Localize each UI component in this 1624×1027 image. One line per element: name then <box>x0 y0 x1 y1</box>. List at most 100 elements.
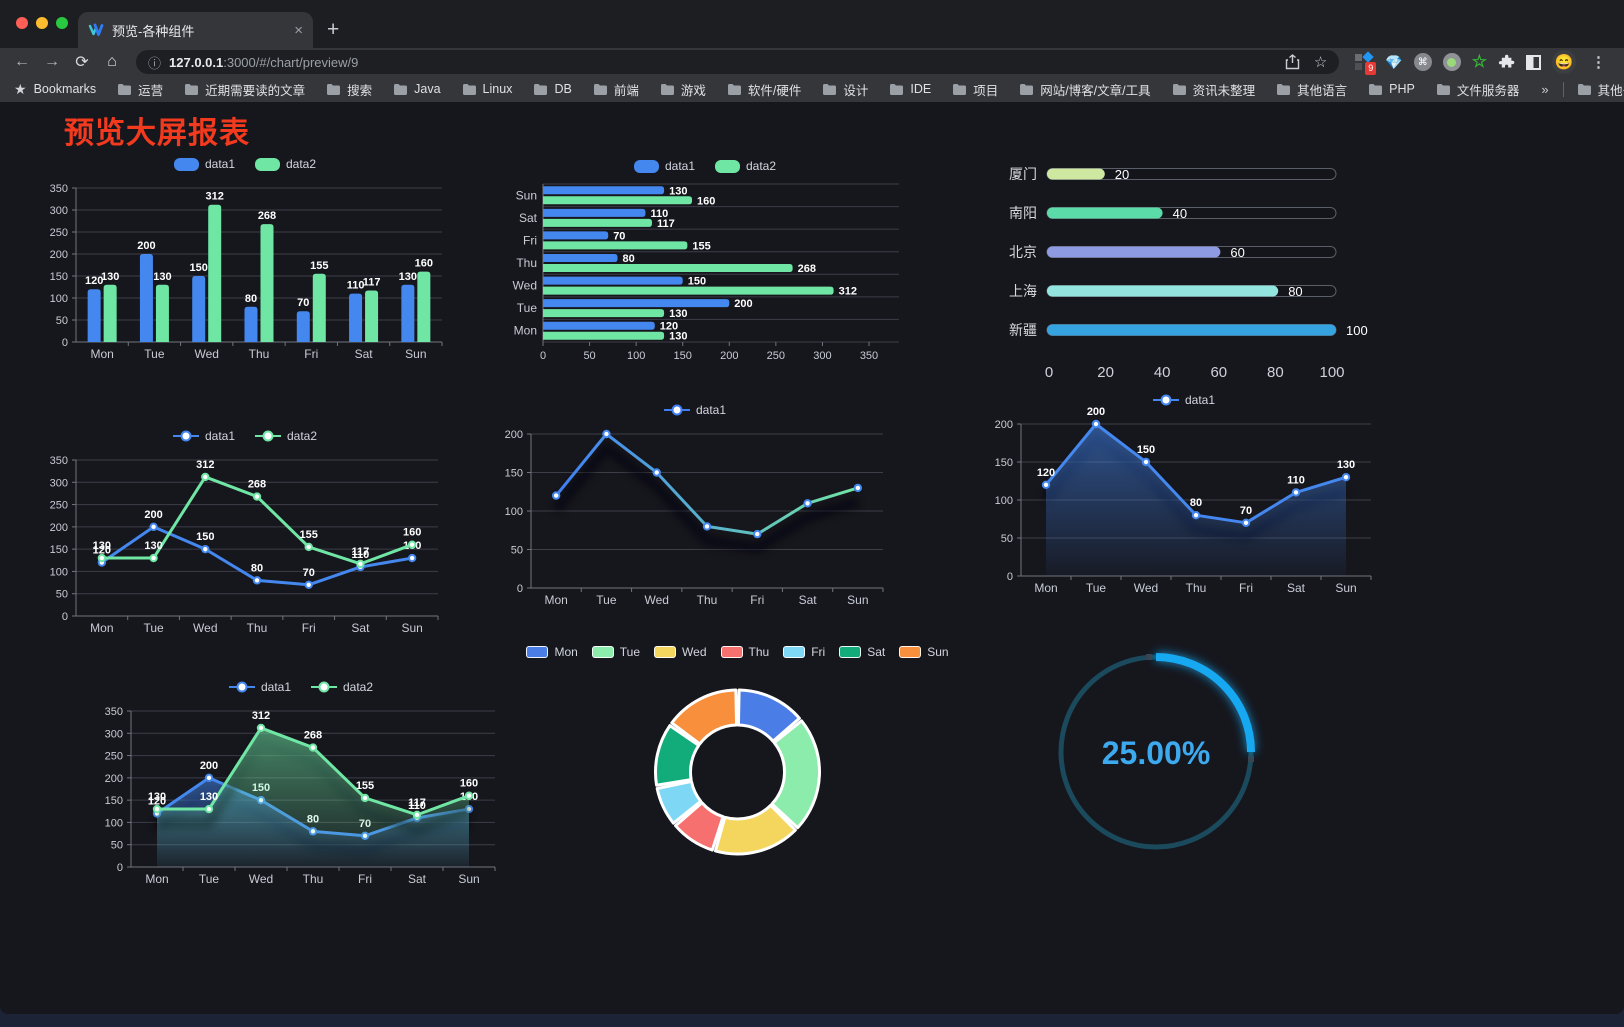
legend-item[interactable]: Wed <box>654 645 707 659</box>
back-icon[interactable]: ← <box>14 53 30 70</box>
legend-item[interactable]: Mon <box>526 645 578 659</box>
legend-item[interactable]: data1 <box>663 403 726 417</box>
svg-text:120: 120 <box>1037 467 1055 479</box>
legend-swatch-icon <box>173 157 199 171</box>
svg-text:160: 160 <box>697 195 715 207</box>
folder-icon <box>1577 83 1591 95</box>
bookmark-folder[interactable]: 运营 <box>118 80 163 99</box>
svg-text:117: 117 <box>363 277 381 289</box>
legend-item[interactable]: data1 <box>173 157 235 171</box>
multi-line-chart: data1 data2 0 50 100 150 200 250 300 350 Mon Tue Wed… <box>40 424 450 640</box>
command-extension-icon[interactable]: ⌘ <box>1413 53 1432 71</box>
svg-text:350: 350 <box>105 706 123 718</box>
gem-extension-icon[interactable]: 💎 <box>1385 53 1403 70</box>
tab-close-icon[interactable]: × <box>294 21 303 39</box>
forward-icon[interactable]: → <box>44 53 60 70</box>
bookmarks-overflow-chevron[interactable]: » <box>1541 81 1549 97</box>
bookmark-folder[interactable]: 设计 <box>823 80 868 99</box>
new-tab-button[interactable]: + <box>327 18 340 41</box>
bookmark-folder[interactable]: PHP <box>1369 80 1415 99</box>
svg-text:0: 0 <box>1007 571 1013 583</box>
svg-text:70: 70 <box>613 230 625 242</box>
bookmark-folder[interactable]: 项目 <box>953 80 998 99</box>
legend-swatch-icon <box>526 646 549 658</box>
legend-item[interactable]: data2 <box>715 159 776 173</box>
legend-item[interactable]: Sun <box>899 645 949 659</box>
share-icon[interactable] <box>1285 54 1300 70</box>
bookmarks-manager[interactable]: ★ Bookmarks <box>14 81 96 98</box>
legend-label: data1 <box>1184 393 1216 407</box>
legend-item[interactable]: data2 <box>255 157 316 171</box>
svg-text:Sun: Sun <box>458 872 479 886</box>
progress-bar-chart: 厦门 20 南阳 40 北京 60 上海 80 新疆 100 0 20 40 60 80 100 <box>985 155 1385 387</box>
folder-icon <box>394 83 408 95</box>
dual-area-line-chart: data1 data2 0 50 100 150 200 250 300 350 Mon Tue Wed… <box>95 675 507 891</box>
legend-item[interactable]: data2 <box>255 429 317 443</box>
other-bookmarks-folder[interactable]: 其他书签 <box>1577 80 1624 99</box>
legend-swatch-icon <box>591 646 614 658</box>
bookmark-folder[interactable]: IDE <box>890 80 931 99</box>
minimize-window-button[interactable] <box>36 17 48 29</box>
svg-text:200: 200 <box>505 429 523 441</box>
legend-label: data1 <box>204 157 235 171</box>
legend-item[interactable]: data2 <box>311 680 373 694</box>
bookmark-folder[interactable]: 前端 <box>593 80 639 99</box>
browser-menu-icon[interactable]: ⋮ <box>1591 54 1606 71</box>
bookmark-folder[interactable]: 资讯未整理 <box>1172 80 1255 99</box>
legend-swatch-icon <box>633 159 659 173</box>
svg-text:100: 100 <box>627 350 645 362</box>
folder-icon <box>185 83 199 95</box>
gradient-line-chart: data1 0 50 100 150 200 Mon Tue Wed Thu Fri Sat Sun <box>495 398 895 612</box>
legend-item[interactable]: Sat <box>839 645 885 659</box>
bookmark-star-icon[interactable]: ☆ <box>1313 54 1328 71</box>
svg-text:70: 70 <box>1240 505 1252 517</box>
extensions-puzzle-icon[interactable] <box>1498 54 1515 71</box>
bookmark-folder[interactable]: 网站/博客/文章/工具 <box>1020 80 1151 99</box>
svg-text:0: 0 <box>117 862 123 874</box>
bookmark-folder[interactable]: 文件服务器 <box>1436 80 1519 99</box>
dot-extension-icon[interactable] <box>1442 53 1461 71</box>
legend-item[interactable]: Thu <box>720 645 769 659</box>
home-icon[interactable]: ⌂ <box>107 53 117 70</box>
legend-item[interactable]: Tue <box>591 645 640 659</box>
url-host: 127.0.0.1 <box>169 54 224 70</box>
theme-extension-icon[interactable] <box>1526 54 1541 70</box>
bookmark-folder[interactable]: DB <box>534 80 572 99</box>
legend-item[interactable]: data1 <box>633 159 695 173</box>
svg-text:Wed: Wed <box>513 279 537 293</box>
legend-item[interactable]: data1 <box>1152 393 1216 407</box>
bookmarks-label: Bookmarks <box>33 82 97 96</box>
legend-item[interactable]: Fri <box>783 645 825 659</box>
svg-text:50: 50 <box>583 350 595 362</box>
svg-text:268: 268 <box>248 479 266 491</box>
legend-item[interactable]: data1 <box>172 429 235 443</box>
bookmark-folder[interactable]: 其他语言 <box>1277 80 1347 99</box>
svg-text:Mon: Mon <box>514 324 537 338</box>
svg-text:130: 130 <box>669 185 687 197</box>
site-info-icon[interactable]: ⓘ <box>148 55 162 71</box>
address-bar[interactable]: ⓘ 127.0.0.1:3000/#/chart/preview/9 ☆ <box>136 50 1340 74</box>
reload-icon[interactable]: ⟳ <box>75 54 89 71</box>
close-window-button[interactable] <box>16 17 28 29</box>
fullscreen-window-button[interactable] <box>56 17 68 29</box>
bookmark-folder[interactable]: 近期需要读的文章 <box>185 80 305 99</box>
svg-text:100: 100 <box>50 566 68 578</box>
svg-text:Fri: Fri <box>1239 581 1253 595</box>
browser-tab[interactable]: 预览-各种组件 × <box>78 12 313 48</box>
bookmark-folder[interactable]: Java <box>394 80 441 99</box>
svg-text:120: 120 <box>148 796 166 808</box>
star-extension-icon[interactable]: ☆ <box>1471 52 1487 71</box>
legend-item[interactable]: data1 <box>228 680 291 694</box>
legend-label: Wed <box>682 645 707 659</box>
url-text[interactable]: 127.0.0.1:3000/#/chart/preview/9 <box>169 55 358 70</box>
bookmark-folder[interactable]: 搜索 <box>327 80 372 99</box>
profile-avatar[interactable]: 😄 <box>1552 50 1576 74</box>
bookmark-folder[interactable]: Linux <box>462 80 512 99</box>
bookmark-folder[interactable]: 软件/硬件 <box>727 80 801 99</box>
extension-icon-grid[interactable]: 9 <box>1355 50 1377 75</box>
legend-label: data1 <box>204 429 235 443</box>
bookmark-folder[interactable]: 游戏 <box>660 80 706 99</box>
svg-text:200: 200 <box>105 773 123 785</box>
legend-swatch-icon <box>255 157 280 171</box>
